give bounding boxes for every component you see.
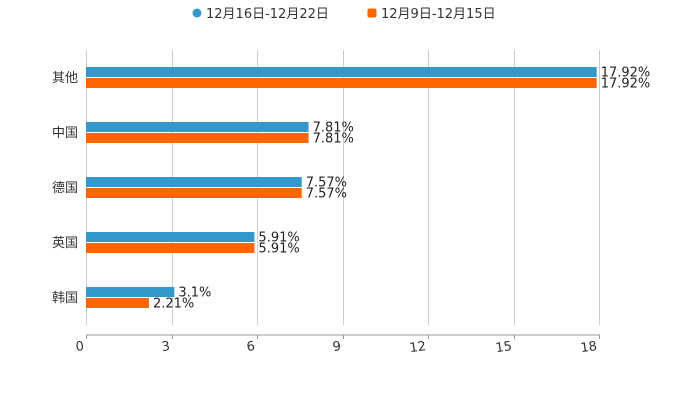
data-label: 2.21% [153, 297, 194, 312]
data-label: 7.57% [306, 176, 347, 191]
grid [86, 50, 600, 325]
legend: 12月16日-12月22日 12月9日-12月15日 [192, 7, 496, 22]
bar [86, 188, 302, 198]
data-label: 5.91% [258, 231, 299, 246]
data-label: 7.81% [313, 121, 354, 136]
category-label: 其他 [52, 71, 78, 86]
category-label: 英国 [52, 236, 78, 251]
x-tick-label: 12 [409, 339, 427, 356]
category-label: 韩国 [52, 291, 78, 306]
category-label: 德国 [52, 181, 78, 196]
bar [86, 122, 309, 132]
data-label: 3.1% [178, 286, 211, 301]
data-label: 7.81% [313, 132, 354, 147]
bar [86, 298, 149, 308]
bars: 17.92%17.92% 7.81%7.81% 7.57%7.57% 5.91%5.9… [86, 66, 650, 312]
category-label: 中国 [52, 126, 78, 141]
bar [86, 243, 255, 253]
bar [86, 133, 309, 143]
bar [86, 177, 302, 187]
bar [86, 287, 175, 297]
data-label: 7.57% [306, 187, 347, 202]
data-label: 5.91% [258, 242, 299, 257]
data-label: 17.92% [601, 77, 651, 92]
legend-label: 12月9日-12月15日 [381, 7, 496, 22]
x-tick-label: 15 [495, 339, 513, 356]
bar [86, 67, 597, 77]
x-axis: 0 3 6 9 12 15 18 [75, 334, 600, 356]
legend-marker [192, 8, 202, 18]
x-tick-label: 0 [75, 339, 85, 355]
x-tick-label: 18 [580, 339, 598, 356]
x-tick-label: 6 [246, 339, 256, 355]
legend-label: 12月16日-12月22日 [206, 7, 329, 22]
x-tick-label: 9 [332, 339, 342, 355]
data-label: 17.92% [601, 66, 651, 81]
bar [86, 78, 597, 88]
legend-marker [367, 8, 377, 18]
x-tick-label: 3 [161, 339, 171, 355]
bar [86, 232, 255, 242]
